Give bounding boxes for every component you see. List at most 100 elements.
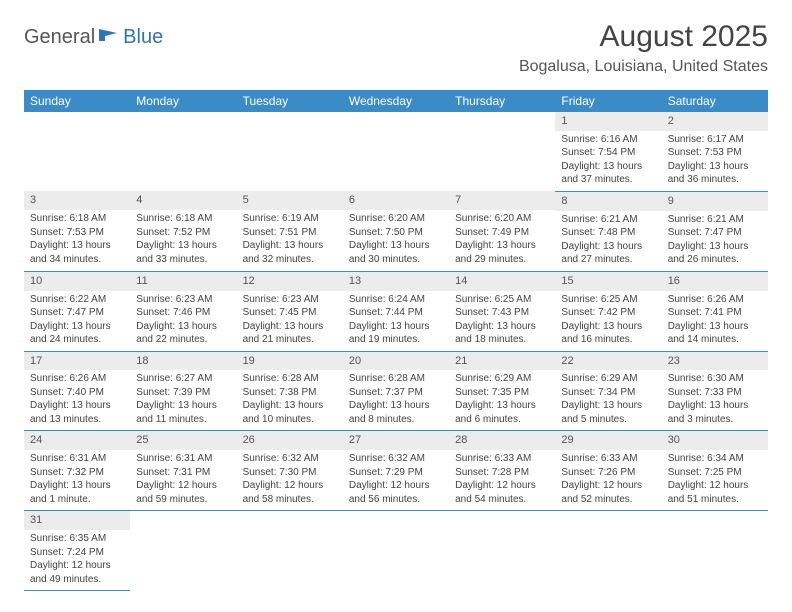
calendar-day-cell: 5Sunrise: 6:19 AMSunset: 7:51 PMDaylight… [237, 191, 343, 271]
day-number: 28 [449, 431, 555, 450]
day-info-line: and 36 minutes. [668, 173, 762, 187]
day-info-line: Sunset: 7:50 PM [349, 226, 443, 240]
calendar-day-cell: 8Sunrise: 6:21 AMSunset: 7:48 PMDaylight… [555, 191, 661, 271]
day-info-line: Sunset: 7:40 PM [30, 386, 124, 400]
day-info: Sunrise: 6:26 AMSunset: 7:41 PMDaylight:… [662, 291, 768, 351]
day-info-line: and 30 minutes. [349, 253, 443, 267]
day-info-line: Daylight: 12 hours [243, 479, 337, 493]
weekday-header: Friday [555, 90, 661, 112]
day-number: 14 [449, 272, 555, 291]
day-info-line: Daylight: 12 hours [349, 479, 443, 493]
day-info-line: Daylight: 13 hours [668, 399, 762, 413]
day-info: Sunrise: 6:20 AMSunset: 7:50 PMDaylight:… [343, 210, 449, 270]
day-info-line: Sunrise: 6:21 AM [561, 213, 655, 227]
day-info-line: and 6 minutes. [455, 413, 549, 427]
calendar-day-cell: 29Sunrise: 6:33 AMSunset: 7:26 PMDayligh… [555, 431, 661, 511]
day-info-line: and 56 minutes. [349, 493, 443, 507]
calendar-day-cell: 12Sunrise: 6:23 AMSunset: 7:45 PMDayligh… [237, 271, 343, 351]
day-info-line: Sunset: 7:53 PM [30, 226, 124, 240]
day-info-line: Sunrise: 6:31 AM [30, 452, 124, 466]
day-info-line: and 16 minutes. [561, 333, 655, 347]
day-info-line: Daylight: 13 hours [561, 240, 655, 254]
day-info-line: and 19 minutes. [349, 333, 443, 347]
day-info-line: Daylight: 13 hours [136, 320, 230, 334]
day-info-line: and 14 minutes. [668, 333, 762, 347]
day-info-line: Daylight: 13 hours [349, 239, 443, 253]
day-info: Sunrise: 6:29 AMSunset: 7:35 PMDaylight:… [449, 370, 555, 430]
calendar-week-row: 3Sunrise: 6:18 AMSunset: 7:53 PMDaylight… [24, 191, 768, 271]
day-number: 10 [24, 272, 130, 291]
calendar-day-cell: 20Sunrise: 6:28 AMSunset: 7:37 PMDayligh… [343, 351, 449, 431]
day-number: 3 [24, 191, 130, 210]
day-number: 19 [237, 352, 343, 371]
day-info-line: Sunset: 7:33 PM [668, 386, 762, 400]
day-info: Sunrise: 6:27 AMSunset: 7:39 PMDaylight:… [130, 370, 236, 430]
calendar-day-cell: 18Sunrise: 6:27 AMSunset: 7:39 PMDayligh… [130, 351, 236, 431]
calendar-day-cell: 31Sunrise: 6:35 AMSunset: 7:24 PMDayligh… [24, 511, 130, 591]
day-info-line: Daylight: 13 hours [136, 239, 230, 253]
day-number: 7 [449, 191, 555, 210]
calendar-day-cell: 17Sunrise: 6:26 AMSunset: 7:40 PMDayligh… [24, 351, 130, 431]
day-info: Sunrise: 6:18 AMSunset: 7:52 PMDaylight:… [130, 210, 236, 270]
day-info: Sunrise: 6:21 AMSunset: 7:48 PMDaylight:… [555, 211, 661, 271]
day-info-line: Sunset: 7:54 PM [561, 146, 655, 160]
day-info: Sunrise: 6:19 AMSunset: 7:51 PMDaylight:… [237, 210, 343, 270]
day-info-line: and 52 minutes. [561, 493, 655, 507]
day-info-line: and 37 minutes. [561, 173, 655, 187]
logo-text-blue: Blue [123, 26, 163, 49]
day-info-line: Sunset: 7:31 PM [136, 466, 230, 480]
calendar-day-cell: 2Sunrise: 6:17 AMSunset: 7:53 PMDaylight… [662, 112, 768, 191]
day-info-line: Sunrise: 6:20 AM [349, 212, 443, 226]
calendar-day-cell: 28Sunrise: 6:33 AMSunset: 7:28 PMDayligh… [449, 431, 555, 511]
calendar-day-cell [130, 511, 236, 591]
day-number: 24 [24, 431, 130, 450]
calendar-day-cell: 30Sunrise: 6:34 AMSunset: 7:25 PMDayligh… [662, 431, 768, 511]
day-info-line: Sunrise: 6:28 AM [349, 372, 443, 386]
calendar-day-cell: 15Sunrise: 6:25 AMSunset: 7:42 PMDayligh… [555, 271, 661, 351]
day-info-line: Sunset: 7:52 PM [136, 226, 230, 240]
day-number: 12 [237, 272, 343, 291]
calendar-day-cell [662, 511, 768, 591]
calendar-day-cell: 24Sunrise: 6:31 AMSunset: 7:32 PMDayligh… [24, 431, 130, 511]
day-info: Sunrise: 6:33 AMSunset: 7:28 PMDaylight:… [449, 450, 555, 510]
calendar-day-cell: 11Sunrise: 6:23 AMSunset: 7:46 PMDayligh… [130, 271, 236, 351]
day-info-line: and 13 minutes. [30, 413, 124, 427]
title-block: August 2025 Bogalusa, Louisiana, United … [519, 20, 768, 76]
day-number: 21 [449, 352, 555, 371]
day-number: 18 [130, 352, 236, 371]
day-info-line: Sunset: 7:47 PM [30, 306, 124, 320]
day-number: 16 [662, 272, 768, 291]
day-info-line: and 22 minutes. [136, 333, 230, 347]
calendar-day-cell [24, 112, 130, 191]
day-info: Sunrise: 6:25 AMSunset: 7:43 PMDaylight:… [449, 291, 555, 351]
day-info: Sunrise: 6:28 AMSunset: 7:37 PMDaylight:… [343, 370, 449, 430]
day-number: 23 [662, 352, 768, 371]
day-number: 5 [237, 191, 343, 210]
calendar-day-cell: 23Sunrise: 6:30 AMSunset: 7:33 PMDayligh… [662, 351, 768, 431]
day-info-line: Sunrise: 6:23 AM [243, 293, 337, 307]
day-info: Sunrise: 6:24 AMSunset: 7:44 PMDaylight:… [343, 291, 449, 351]
day-info-line: Daylight: 13 hours [243, 320, 337, 334]
day-info-line: Sunrise: 6:31 AM [136, 452, 230, 466]
day-info: Sunrise: 6:32 AMSunset: 7:29 PMDaylight:… [343, 450, 449, 510]
day-info-line: Sunrise: 6:33 AM [561, 452, 655, 466]
day-info-line: Sunset: 7:34 PM [561, 386, 655, 400]
day-info-line: Daylight: 13 hours [30, 239, 124, 253]
location-text: Bogalusa, Louisiana, United States [519, 58, 768, 76]
calendar-week-row: 31Sunrise: 6:35 AMSunset: 7:24 PMDayligh… [24, 511, 768, 591]
day-info-line: Sunset: 7:25 PM [668, 466, 762, 480]
day-info-line: Daylight: 13 hours [30, 399, 124, 413]
day-info-line: Daylight: 13 hours [30, 479, 124, 493]
day-info-line: Daylight: 12 hours [668, 479, 762, 493]
day-number: 11 [130, 272, 236, 291]
day-info-line: Daylight: 12 hours [561, 479, 655, 493]
logo-flag-icon [99, 27, 121, 48]
day-number: 26 [237, 431, 343, 450]
calendar-day-cell: 22Sunrise: 6:29 AMSunset: 7:34 PMDayligh… [555, 351, 661, 431]
day-info-line: Daylight: 13 hours [349, 320, 443, 334]
calendar-day-cell: 25Sunrise: 6:31 AMSunset: 7:31 PMDayligh… [130, 431, 236, 511]
day-number: 29 [555, 431, 661, 450]
day-info: Sunrise: 6:18 AMSunset: 7:53 PMDaylight:… [24, 210, 130, 270]
day-info-line: and 11 minutes. [136, 413, 230, 427]
calendar-day-cell [237, 511, 343, 591]
